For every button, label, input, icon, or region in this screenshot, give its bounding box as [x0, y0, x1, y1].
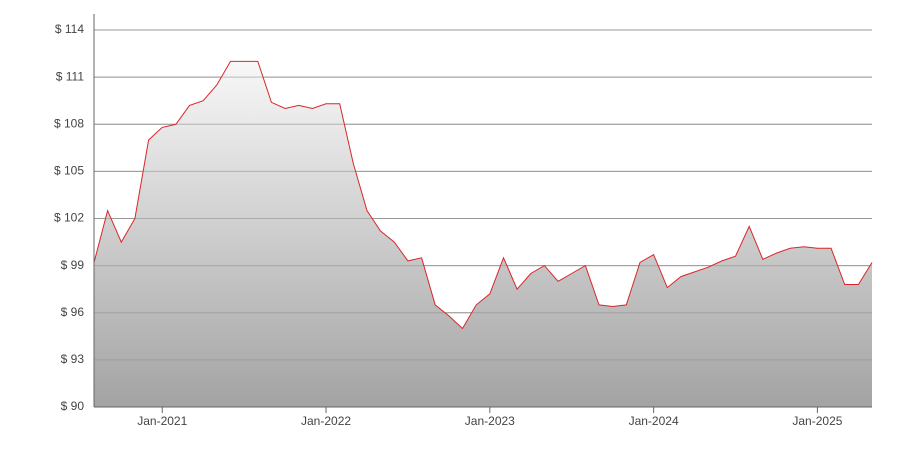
y-tick-label: $ 102 [54, 211, 84, 225]
y-tick-label: $ 111 [56, 69, 85, 83]
y-tick-label: $ 114 [55, 22, 84, 36]
x-tick-label: Jan-2022 [301, 414, 351, 428]
x-tick-label: Jan-2024 [629, 414, 679, 428]
y-tick-label: $ 105 [54, 164, 84, 178]
y-tick-label: $ 96 [61, 305, 85, 319]
x-tick-label: Jan-2021 [137, 414, 187, 428]
y-tick-label: $ 99 [61, 258, 85, 272]
x-tick-label: Jan-2023 [465, 414, 515, 428]
y-tick-label: $ 93 [61, 352, 85, 366]
x-tick-label: Jan-2025 [792, 414, 842, 428]
y-tick-label: $ 90 [61, 399, 85, 413]
area [94, 61, 872, 408]
price-line [93, 60, 873, 330]
y-tick-label: $ 108 [54, 116, 84, 130]
